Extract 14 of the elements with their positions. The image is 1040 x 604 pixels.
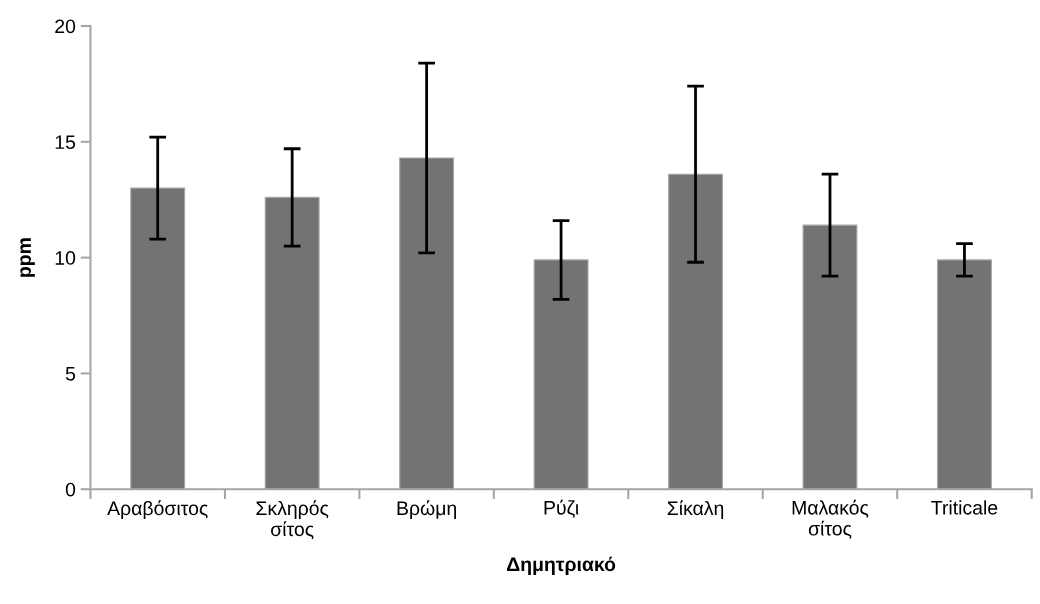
y-tick-label: 15: [55, 135, 76, 150]
x-tick-label: Σίκαλη: [667, 500, 724, 520]
y-tick-label: 5: [65, 367, 76, 381]
y-axis-title: ppm: [20, 238, 35, 277]
y-tick-label: 0: [65, 482, 76, 497]
x-tick-label: Σκληρός σίτος: [256, 500, 329, 540]
x-tick-label: Αραβόσιτος: [107, 500, 208, 520]
y-tick-label: 10: [55, 251, 76, 265]
x-axis-title: Δημητριακό: [506, 556, 616, 575]
x-tick-label: Βρώμη: [397, 500, 456, 520]
x-tick-label: Triticale: [931, 500, 998, 515]
x-tick-label: Ρύζι: [544, 499, 579, 518]
y-tick-label: 20: [55, 19, 76, 34]
x-tick-label: Μαλακός σίτος: [792, 499, 869, 539]
